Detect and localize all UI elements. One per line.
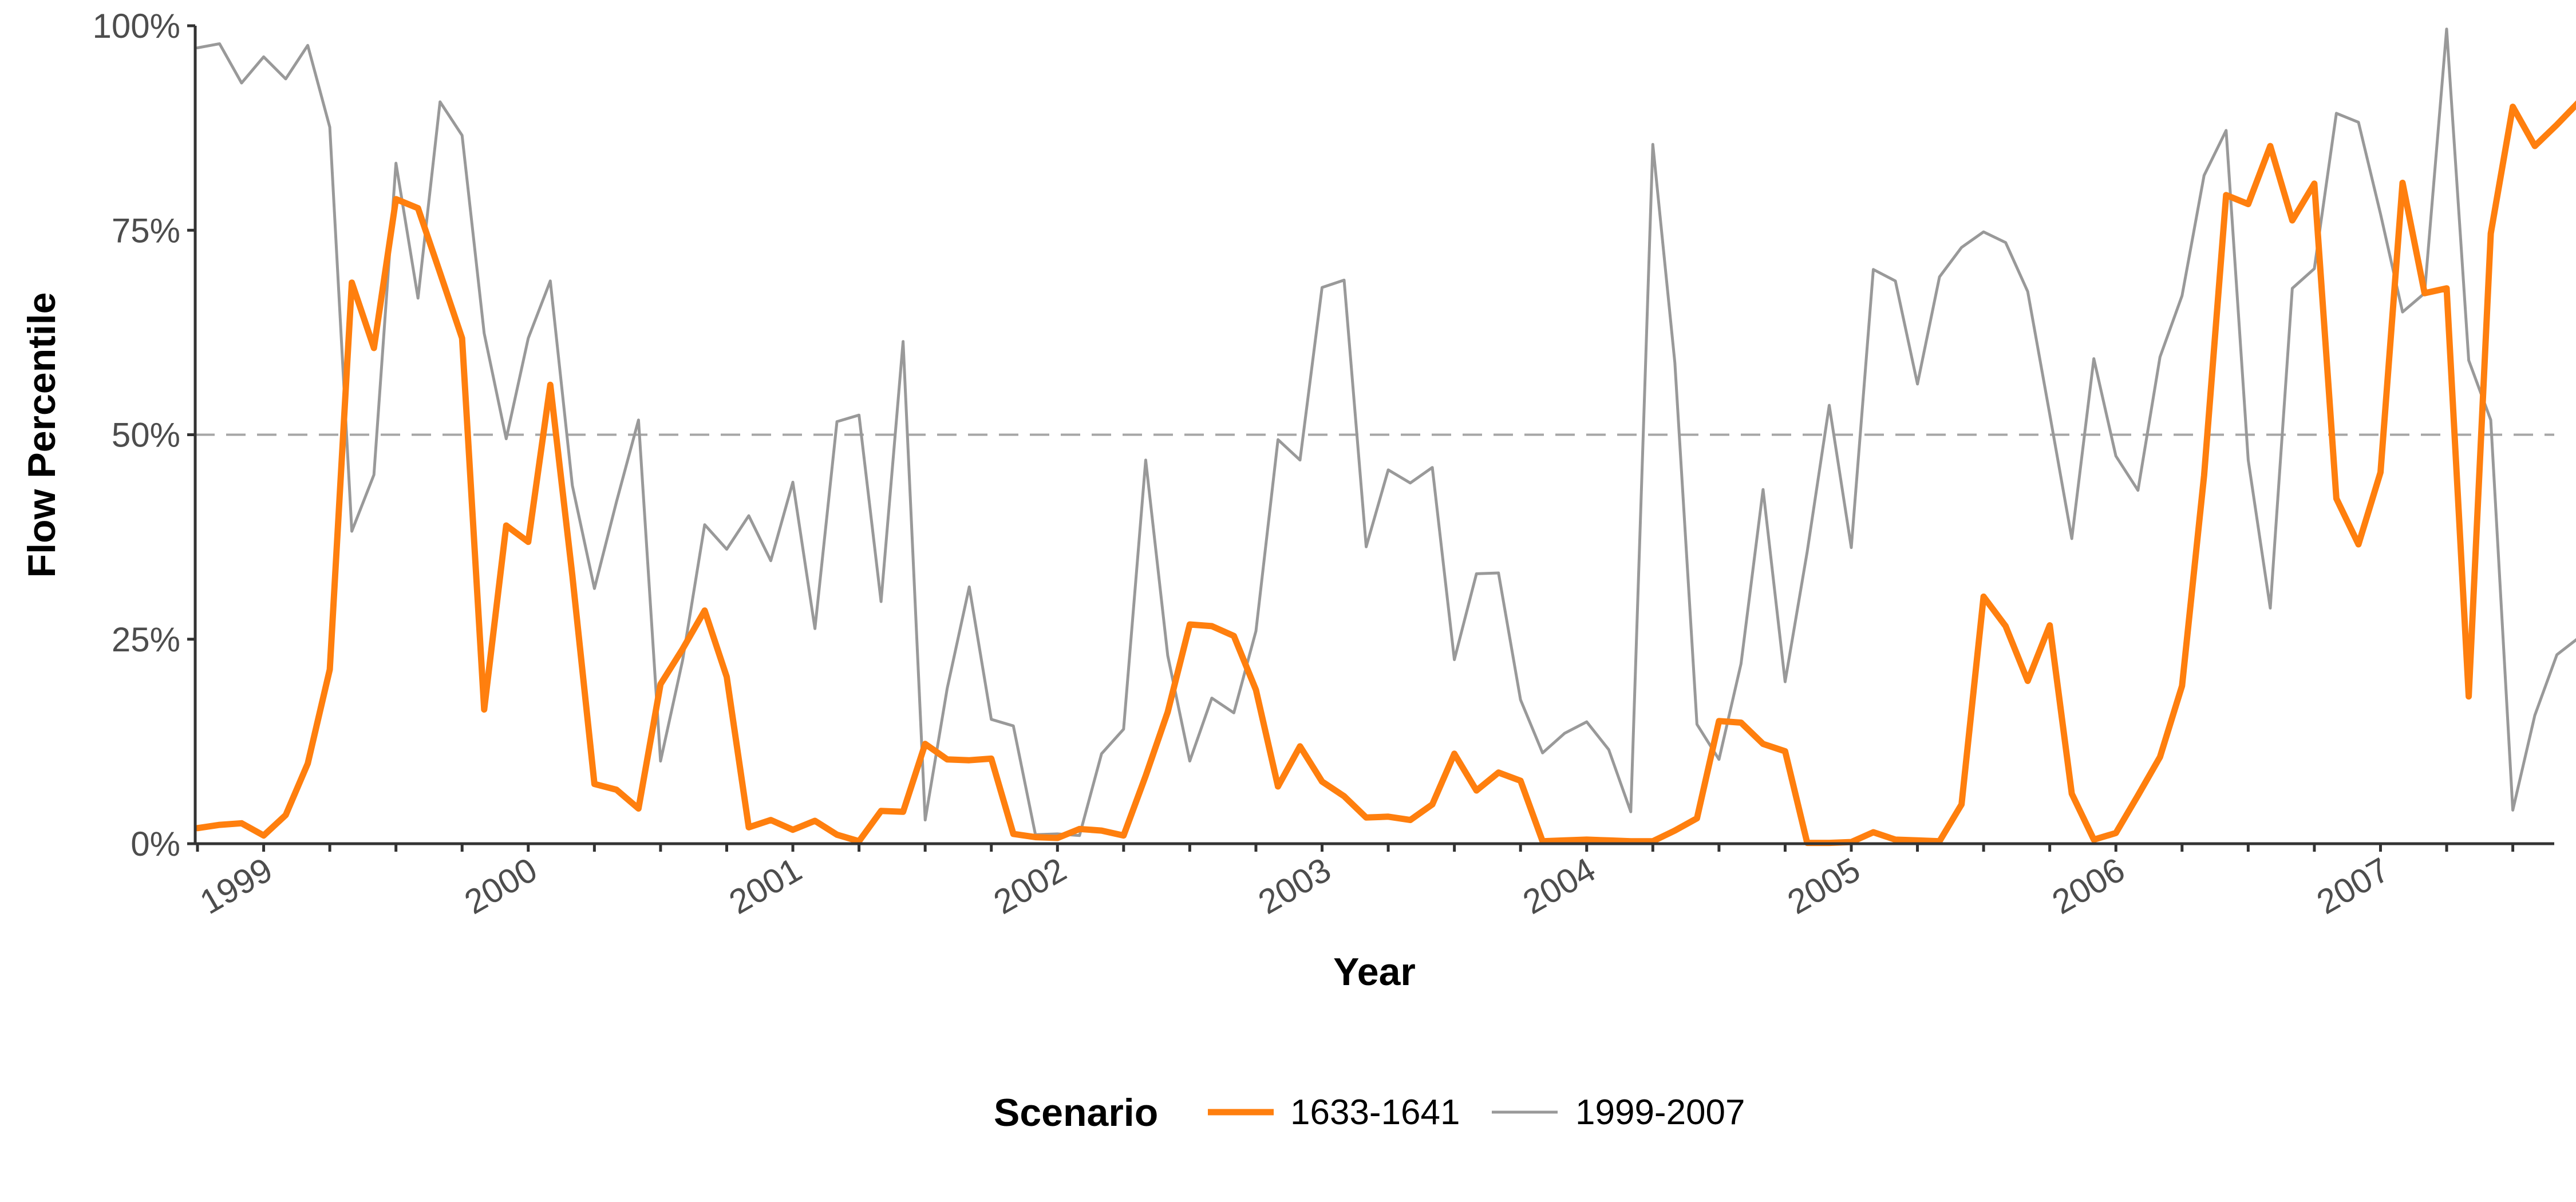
x-axis-title: Year (1333, 950, 1416, 994)
legend-label-1633-1641: 1633-1641 (1290, 1093, 1460, 1132)
x-tick-label: 2001 (722, 850, 808, 922)
x-tick-label: 2007 (2310, 850, 2396, 922)
y-tick-label: 100% (93, 7, 180, 45)
legend-label-1999-2007: 1999-2007 (1575, 1093, 1745, 1132)
x-tick-label: 2003 (1252, 850, 1337, 922)
legend: Scenario 1633-1641 1999-2007 (994, 1091, 1745, 1134)
x-tick-label: 1999 (193, 850, 279, 922)
series-line-1633-1641 (194, 100, 2576, 847)
legend-title: Scenario (994, 1091, 1158, 1134)
x-tick-label: 2004 (1516, 850, 1602, 922)
series-line-1999-2007 (196, 27, 2576, 837)
y-tick-label: 75% (112, 211, 180, 250)
x-tick-label: 2006 (2046, 850, 2131, 922)
y-tick-label: 50% (112, 416, 180, 454)
x-tick-label: 2000 (458, 850, 543, 922)
y-tick-label: 0% (131, 825, 180, 863)
x-tick-label: 2005 (1781, 850, 1866, 922)
y-tick-label: 25% (112, 620, 180, 659)
x-tick-label: 2002 (987, 850, 1073, 922)
y-axis-title: Flow Percentile (20, 292, 64, 578)
